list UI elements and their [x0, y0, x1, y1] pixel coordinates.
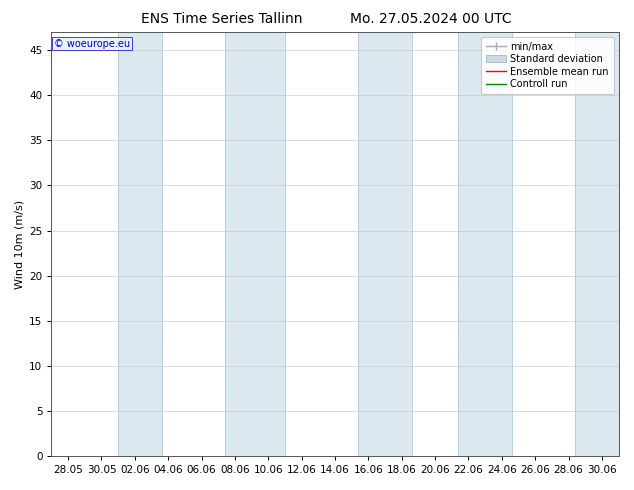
Legend: min/max, Standard deviation, Ensemble mean run, Controll run: min/max, Standard deviation, Ensemble me… [481, 37, 614, 94]
Bar [225, 32, 285, 456]
Bar [458, 32, 512, 456]
Text: Mo. 27.05.2024 00 UTC: Mo. 27.05.2024 00 UTC [351, 12, 512, 26]
Text: ENS Time Series Tallinn: ENS Time Series Tallinn [141, 12, 302, 26]
Y-axis label: Wind 10m (m/s): Wind 10m (m/s) [15, 199, 25, 289]
Bar [118, 32, 162, 456]
Text: © woeurope.eu: © woeurope.eu [55, 39, 131, 49]
Bar [575, 32, 622, 456]
Bar [358, 32, 411, 456]
